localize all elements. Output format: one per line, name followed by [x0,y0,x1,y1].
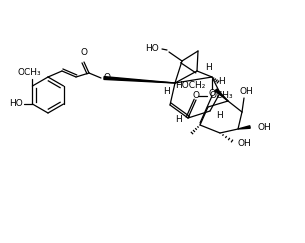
Text: O: O [209,88,216,97]
Text: HOCH₂: HOCH₂ [175,80,205,89]
Text: H: H [216,111,223,120]
Text: HO: HO [9,99,22,109]
Text: H: H [205,62,212,71]
Polygon shape [238,126,250,129]
Text: O: O [104,73,111,83]
Text: H: H [218,78,225,87]
Text: OH: OH [257,122,271,131]
Text: OH: OH [237,139,251,148]
Polygon shape [104,77,175,83]
Text: O: O [192,92,199,101]
Text: O: O [81,48,88,57]
Text: HO: HO [145,44,159,53]
Text: OCH₃: OCH₃ [18,68,41,77]
Text: H: H [163,87,170,95]
Text: OCH₃: OCH₃ [210,92,234,101]
Text: H: H [175,115,182,124]
Text: OH: OH [239,87,253,96]
Polygon shape [215,89,228,101]
